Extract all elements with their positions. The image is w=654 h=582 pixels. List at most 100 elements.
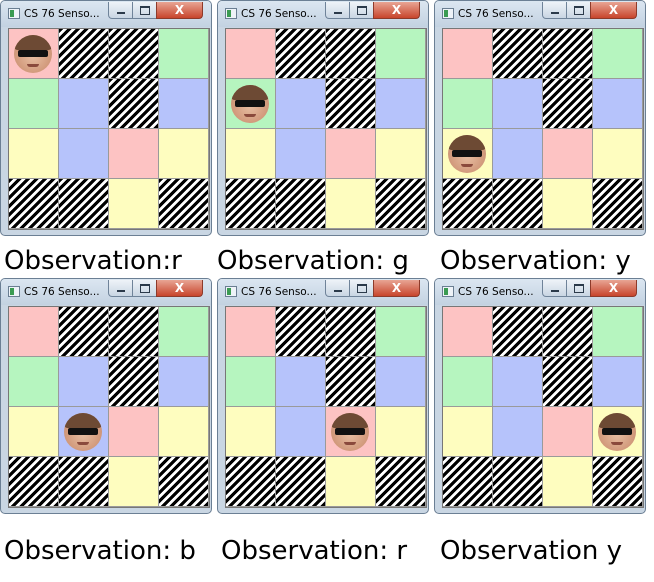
maze-blue-cell <box>493 357 543 407</box>
maze-yellow-cell <box>593 407 643 457</box>
close-button[interactable]: X <box>590 280 637 297</box>
maximize-icon <box>356 5 367 15</box>
title-bar[interactable]: CS 76 Senso... X <box>435 279 645 305</box>
robot-face-hair <box>598 413 636 428</box>
title-bar[interactable]: CS 76 Senso... X <box>218 279 428 305</box>
robot-face-glasses <box>602 428 632 435</box>
observation-label: Observation: g <box>217 246 409 276</box>
maze-wall-cell <box>326 29 376 79</box>
title-bar[interactable]: CS 76 Senso... X <box>218 1 428 27</box>
maze-wall-cell <box>9 457 59 507</box>
robot-face-mouth <box>27 64 39 67</box>
maze-wall-cell <box>226 457 276 507</box>
maze-blue-cell <box>276 407 326 457</box>
maze-blue-cell <box>59 407 109 457</box>
maze-blue-cell <box>593 357 643 407</box>
robot-face-mouth <box>461 164 473 167</box>
maze-wall-cell <box>326 357 376 407</box>
app-icon <box>442 286 454 297</box>
maze-blue-cell <box>276 79 326 129</box>
minimize-icon <box>550 290 559 292</box>
maze-red-cell <box>109 129 159 179</box>
maximize-icon <box>573 5 584 15</box>
app-icon <box>442 8 454 19</box>
maze-wall-cell <box>109 307 159 357</box>
maze-green-cell <box>376 29 426 79</box>
minimize-button[interactable] <box>108 280 133 297</box>
minimize-button[interactable] <box>542 2 567 19</box>
minimize-button[interactable] <box>542 280 567 297</box>
maximize-button[interactable] <box>132 280 157 297</box>
maze-wall-cell <box>543 29 593 79</box>
maze-blue-cell <box>276 357 326 407</box>
maze-blue-cell <box>376 79 426 129</box>
close-icon: X <box>608 281 619 295</box>
close-button[interactable]: X <box>373 280 420 297</box>
maze-green-cell <box>443 357 493 407</box>
maze-grid <box>442 306 644 508</box>
maze-yellow-cell <box>109 179 159 229</box>
maze-wall-cell <box>226 179 276 229</box>
maze-red-cell <box>109 407 159 457</box>
title-bar[interactable]: CS 76 Senso... X <box>435 1 645 27</box>
sensor-window-6: CS 76 Senso... X <box>434 278 646 514</box>
maze-wall-cell <box>59 179 109 229</box>
observation-label: Observation: r <box>221 536 408 566</box>
maximize-button[interactable] <box>566 280 591 297</box>
close-button[interactable]: X <box>373 2 420 19</box>
sensor-window-4: CS 76 Senso... X <box>0 278 212 514</box>
sensor-window-5: CS 76 Senso... X <box>217 278 429 514</box>
minimize-icon <box>116 290 125 292</box>
maze-blue-cell <box>376 357 426 407</box>
robot-face-hair <box>231 85 269 100</box>
maze-yellow-cell <box>543 179 593 229</box>
title-bar[interactable]: CS 76 Senso... X <box>1 1 211 27</box>
maze-yellow-cell <box>226 407 276 457</box>
close-icon: X <box>391 3 402 17</box>
maximize-button[interactable] <box>132 2 157 19</box>
robot-face-mouth <box>344 442 356 445</box>
maze-red-cell <box>9 29 59 79</box>
maze-wall-cell <box>493 457 543 507</box>
maze-wall-cell <box>276 29 326 79</box>
maze-wall-cell <box>543 357 593 407</box>
robot-face-glasses <box>18 50 48 57</box>
minimize-icon <box>116 12 125 14</box>
maze-red-cell <box>226 307 276 357</box>
robot-face-icon <box>14 35 52 73</box>
maze-yellow-cell <box>593 129 643 179</box>
minimize-button[interactable] <box>108 2 133 19</box>
maze-blue-cell <box>159 357 209 407</box>
close-button[interactable]: X <box>156 280 203 297</box>
maze-green-cell <box>443 79 493 129</box>
window-title: CS 76 Senso... <box>241 8 317 20</box>
maze-red-cell <box>543 407 593 457</box>
maze-yellow-cell <box>159 129 209 179</box>
close-icon: X <box>391 281 402 295</box>
minimize-button[interactable] <box>325 280 350 297</box>
maze-wall-cell <box>593 179 643 229</box>
close-button[interactable]: X <box>156 2 203 19</box>
maximize-icon <box>139 5 150 15</box>
sensor-window-1: CS 76 Senso... X <box>0 0 212 236</box>
close-button[interactable]: X <box>590 2 637 19</box>
maze-wall-cell <box>159 457 209 507</box>
maze-blue-cell <box>493 79 543 129</box>
maze-green-cell <box>159 307 209 357</box>
maximize-button[interactable] <box>349 280 374 297</box>
maze-wall-cell <box>326 79 376 129</box>
app-icon <box>225 286 237 297</box>
robot-face-icon <box>331 413 369 451</box>
robot-face-glasses <box>335 428 365 435</box>
robot-face-hair <box>331 413 369 428</box>
maze-green-cell <box>159 29 209 79</box>
maximize-button[interactable] <box>566 2 591 19</box>
robot-face-mouth <box>77 442 89 445</box>
minimize-button[interactable] <box>325 2 350 19</box>
maze-red-cell <box>443 307 493 357</box>
maze-yellow-cell <box>376 407 426 457</box>
title-bar[interactable]: CS 76 Senso... X <box>1 279 211 305</box>
maze-red-cell <box>326 129 376 179</box>
maximize-button[interactable] <box>349 2 374 19</box>
robot-face-glasses <box>235 100 265 107</box>
